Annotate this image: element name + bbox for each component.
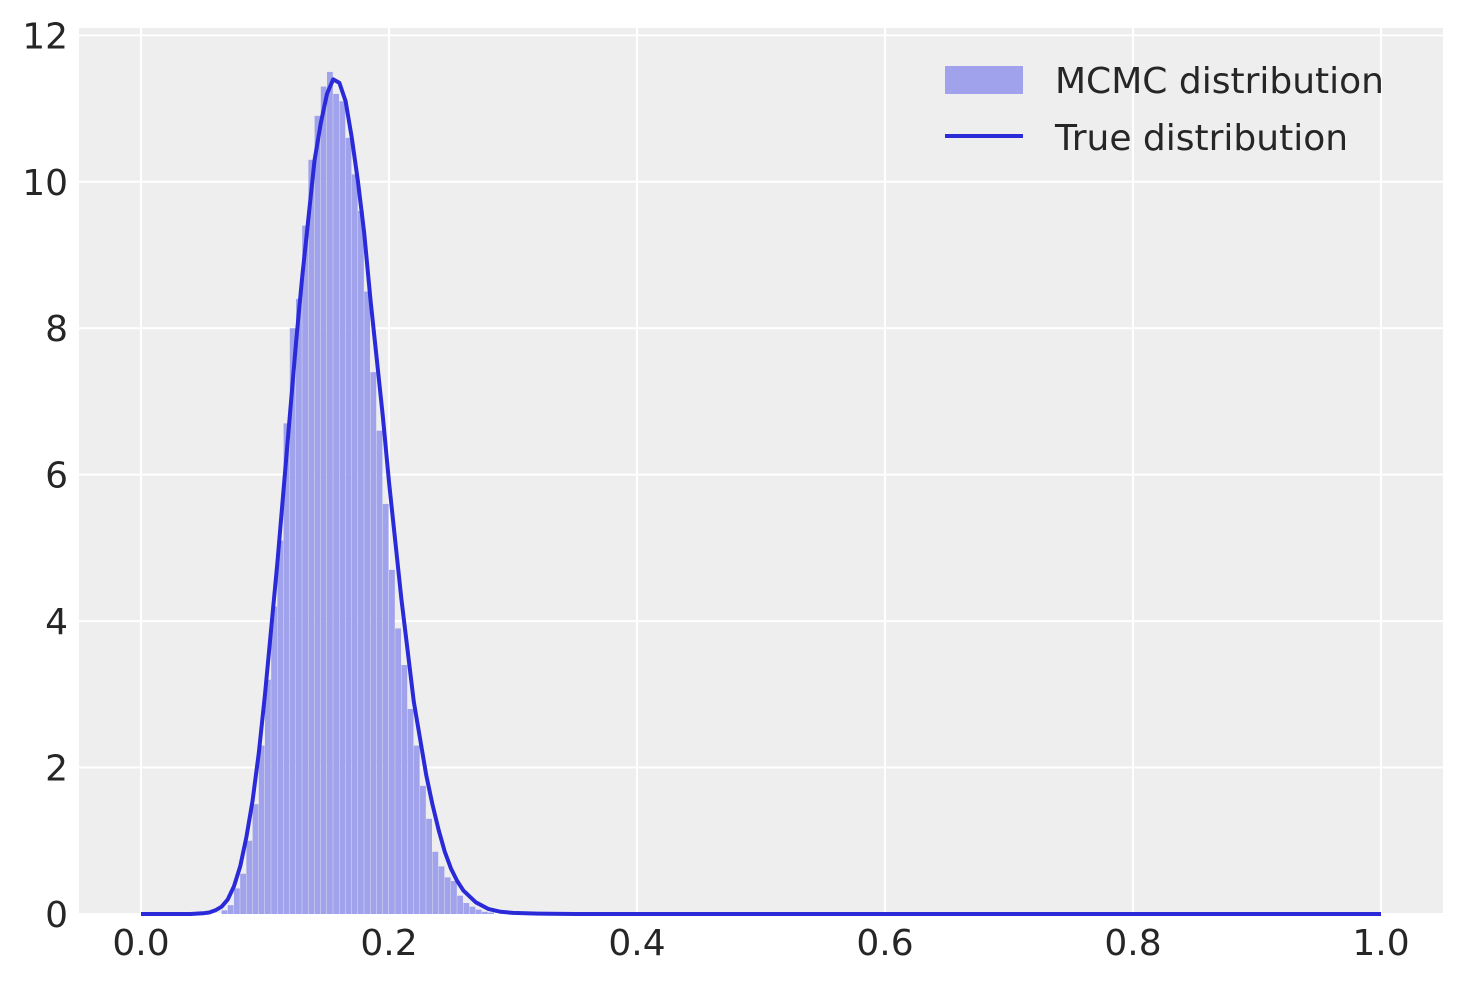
histogram-bar — [451, 881, 457, 914]
histogram-bar — [258, 745, 265, 914]
histogram-bar — [469, 906, 476, 914]
histogram-bar — [314, 115, 321, 914]
histogram-bar — [488, 912, 494, 914]
legend-label-mcmc: MCMC distribution — [1055, 61, 1384, 102]
histogram-bar — [420, 785, 426, 914]
histogram-bar — [407, 708, 414, 914]
histogram-bar — [265, 679, 271, 914]
histogram-bar — [426, 818, 432, 914]
histogram-bar — [444, 877, 451, 914]
histogram-bar — [308, 159, 315, 915]
histogram-bar — [438, 866, 445, 914]
histogram-bar — [221, 910, 228, 914]
histogram-bar — [389, 569, 395, 914]
histogram-bar — [376, 430, 383, 914]
histogram-bar — [333, 93, 339, 915]
histogram-bar — [382, 503, 389, 914]
y-tick-label: 6 — [45, 456, 68, 497]
histogram-bar — [432, 851, 439, 914]
y-tick-label: 8 — [45, 309, 68, 350]
histogram-bar — [271, 606, 277, 914]
histogram-bar — [320, 86, 327, 915]
histogram-bar — [345, 137, 352, 914]
histogram-bar — [413, 745, 420, 914]
true-distribution-line — [141, 77, 1381, 916]
x-tick-label: 0.6 — [856, 923, 913, 964]
y-axis-ticks: 0 2 4 6 8 10 12 — [22, 16, 68, 936]
histogram-bar — [401, 665, 408, 914]
histogram-bar — [289, 328, 296, 915]
histogram-bar — [252, 804, 259, 914]
x-axis-ticks: 0.0 0.2 0.4 0.6 0.8 1.0 — [112, 923, 1409, 964]
legend-label-true: True distribution — [1054, 118, 1348, 159]
histogram-bar — [358, 211, 364, 914]
y-tick-label: 2 — [45, 749, 68, 790]
histogram-bar — [227, 905, 234, 914]
histogram-bar — [283, 423, 290, 914]
histogram-bar — [296, 298, 302, 914]
histogram-bar — [240, 873, 246, 914]
x-tick-label: 0.4 — [608, 923, 665, 964]
x-tick-label: 0.2 — [360, 923, 417, 964]
legend-swatch-mcmc — [945, 66, 1023, 94]
histogram-bar — [364, 291, 370, 915]
x-tick-label: 0.8 — [1104, 923, 1161, 964]
x-tick-label: 1.0 — [1352, 923, 1409, 964]
histogram-bar — [327, 71, 333, 914]
histogram-bar — [463, 903, 470, 914]
histogram-bar — [234, 888, 240, 914]
true-distribution-line-group — [141, 77, 1381, 916]
histogram-bar — [370, 372, 377, 914]
histogram-bar — [302, 225, 308, 914]
x-tick-label: 0.0 — [112, 923, 169, 964]
legend: MCMC distribution True distribution — [945, 61, 1384, 159]
histogram-bars — [221, 71, 494, 915]
histogram-bar — [277, 540, 284, 914]
histogram-bar — [351, 174, 358, 914]
histogram-bar — [457, 895, 463, 914]
y-tick-label: 10 — [22, 163, 68, 204]
histogram-bar — [395, 628, 401, 914]
histogram-bar — [475, 909, 482, 914]
y-tick-label: 0 — [45, 895, 68, 936]
y-tick-label: 12 — [22, 16, 68, 57]
histogram-bar — [482, 911, 488, 914]
y-tick-label: 4 — [45, 602, 68, 643]
histogram-bar — [246, 840, 253, 914]
histogram-bar — [339, 101, 346, 914]
